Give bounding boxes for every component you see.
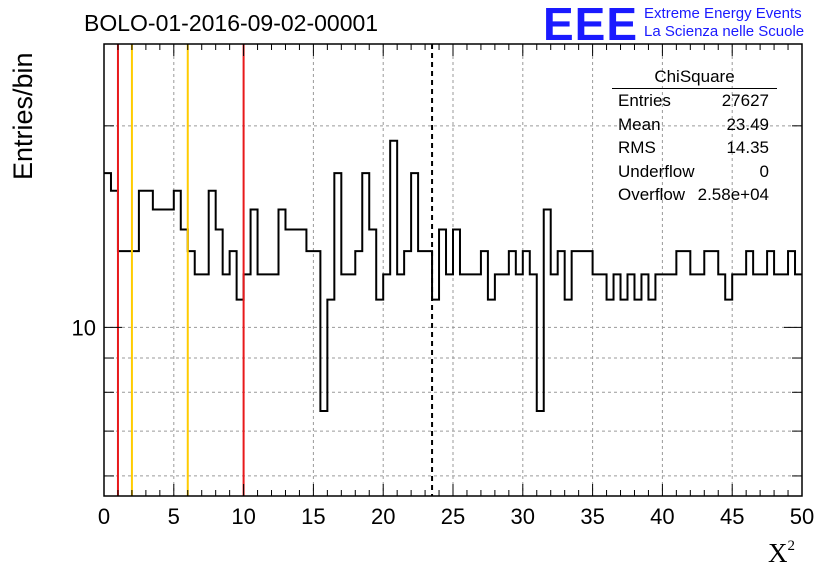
stats-label: Underflow — [618, 161, 695, 181]
stats-value: 2.58e+04 — [697, 185, 769, 204]
stats-title: ChiSquare — [612, 66, 777, 89]
x-tick-label: 40 — [650, 504, 674, 529]
stats-row-rms: RMS 14.35 — [612, 136, 777, 160]
stats-value: 14.35 — [726, 138, 769, 157]
stats-value: 0 — [759, 161, 769, 181]
x-tick-label: 25 — [441, 504, 465, 529]
stats-row-underflow: Underflow 0 — [612, 160, 777, 184]
eee-logo-line2: La Scienza nelle Scuole — [644, 23, 805, 40]
chart-title: BOLO-01-2016-09-02-00001 — [84, 10, 379, 36]
stats-row-entries: Entries 27627 — [612, 89, 777, 113]
x-tick-label: 45 — [720, 504, 744, 529]
stats-label: Overflow — [618, 185, 686, 204]
x-tick-label: 30 — [511, 504, 535, 529]
stats-value: 23.49 — [726, 114, 769, 134]
stats-label: RMS — [618, 138, 656, 157]
stats-row-mean: Mean 23.49 — [612, 113, 777, 137]
x-tick-label: 15 — [301, 504, 325, 529]
x-tick-label: 5 — [168, 504, 180, 529]
y-axis-label: Entries/bin — [8, 52, 38, 180]
eee-logo-mark: EEE — [543, 0, 639, 50]
y-tick-label: 10 — [72, 315, 96, 340]
x-tick-label: 50 — [790, 504, 814, 529]
x-axis-label: X2 — [768, 538, 795, 568]
stats-label: Mean — [618, 114, 661, 134]
x-tick-label: 0 — [98, 504, 110, 529]
stats-label: Entries — [618, 91, 671, 110]
eee-logo-line1: Extreme Energy Events — [644, 5, 802, 22]
eee-logo: EEE Extreme Energy Events La Scienza nel… — [543, 0, 804, 50]
x-tick-label: 10 — [231, 504, 255, 529]
x-tick-label: 35 — [580, 504, 604, 529]
histogram-series — [104, 139, 802, 413]
x-axis-label-text: X — [768, 538, 788, 568]
stats-box: ChiSquare Entries 27627 Mean 23.49 RMS 1… — [612, 66, 777, 207]
stats-value: 27627 — [721, 91, 769, 110]
x-tick-label: 20 — [371, 504, 395, 529]
stats-row-overflow: Overflow 2.58e+04 — [612, 183, 777, 207]
eee-logo-text: Extreme Energy Events La Scienza nelle S… — [644, 5, 804, 41]
